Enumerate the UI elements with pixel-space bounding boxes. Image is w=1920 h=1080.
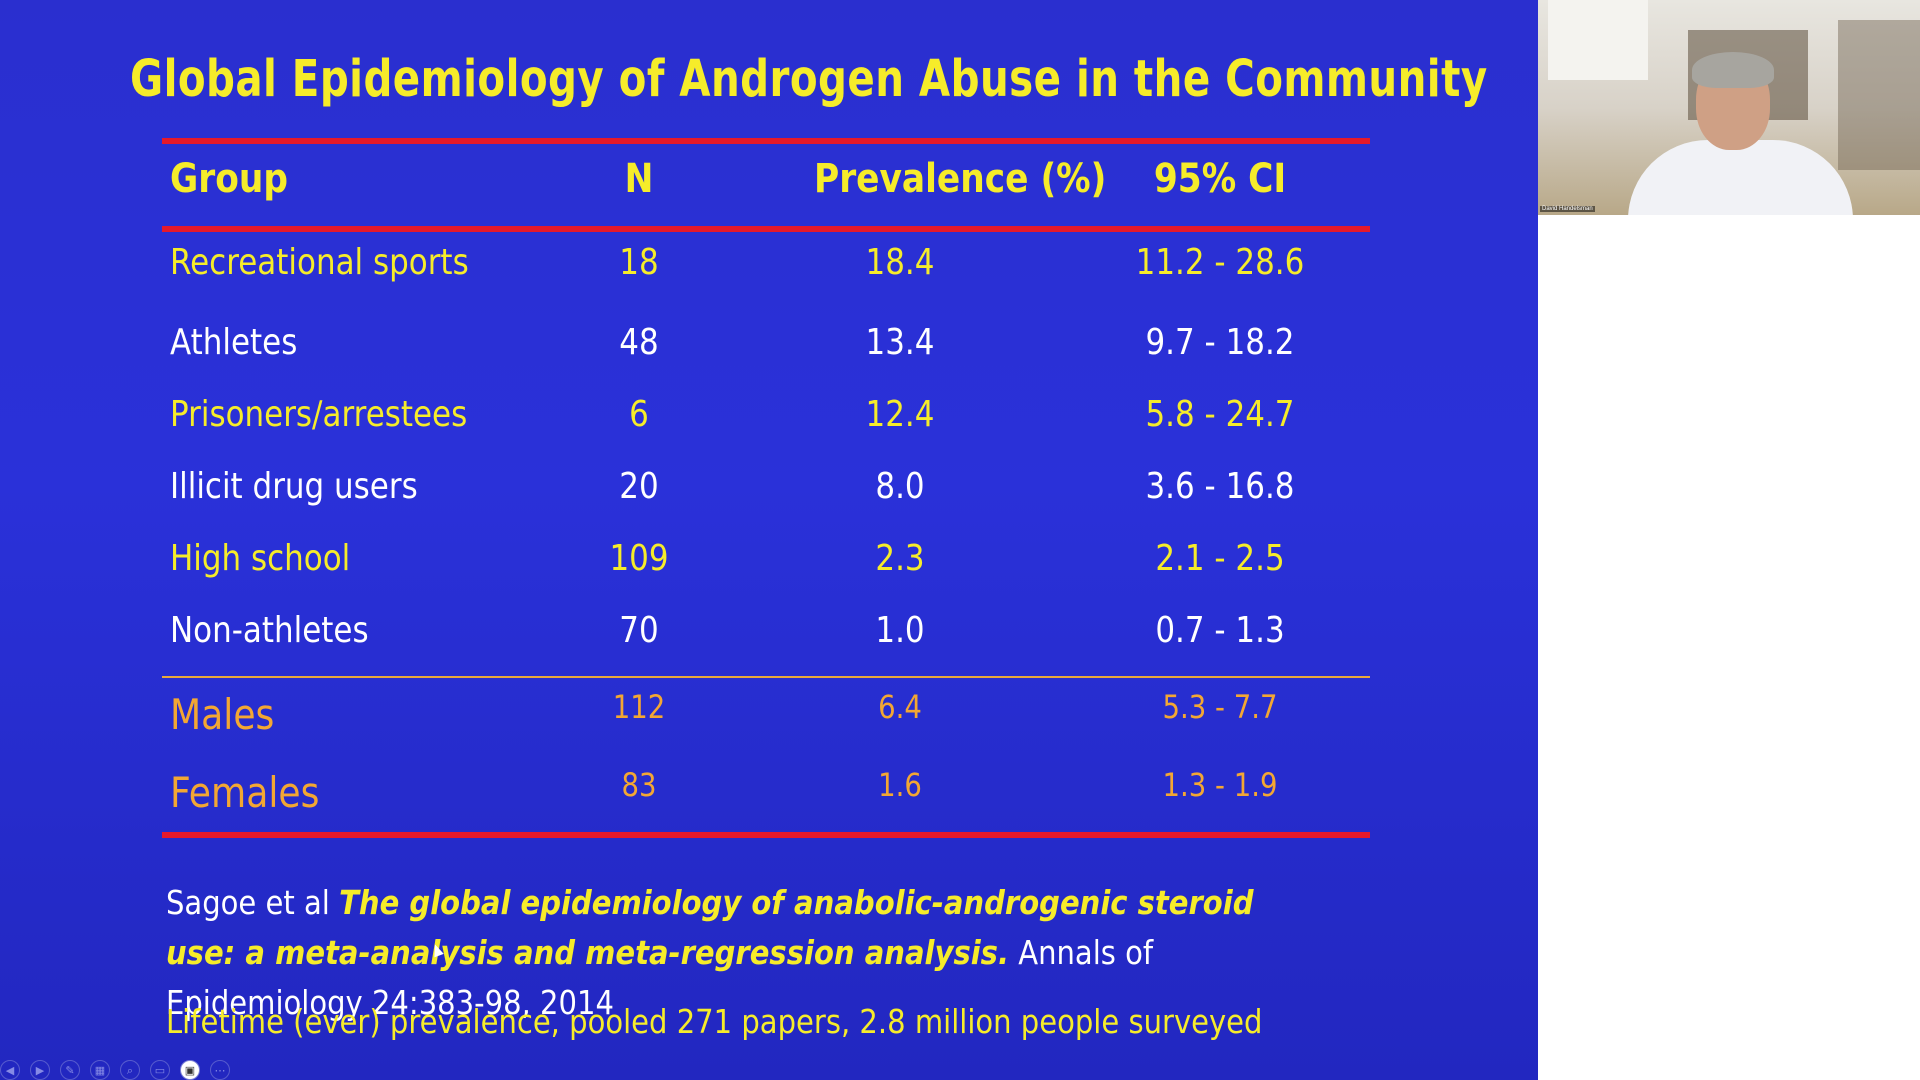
row-ci: 3.6 - 16.8 (1145, 466, 1295, 507)
row-n: 6 (629, 394, 649, 435)
speaker-name-label: David Handelsman (1540, 206, 1595, 212)
zoom-icon[interactable]: ⌕ (120, 1060, 140, 1080)
row-group: Illicit drug users (170, 466, 418, 507)
background-shelf (1838, 20, 1920, 170)
table-bottom-rule (162, 832, 1370, 838)
header-n: N (624, 156, 654, 202)
header-group: Group (170, 156, 288, 202)
summary-n: 112 (612, 688, 666, 726)
subtitles-icon[interactable]: ▭ (150, 1060, 170, 1080)
summary-n: 83 (621, 766, 657, 804)
webcam-video: David Handelsman (1538, 0, 1920, 215)
summary-group: Females (170, 768, 320, 817)
row-group: Recreational sports (170, 242, 469, 283)
prev-icon[interactable]: ◀ (0, 1060, 20, 1080)
row-ci: 11.2 - 28.6 (1135, 242, 1305, 283)
row-prevalence: 1.0 (875, 610, 925, 651)
slide-footnote: Lifetime (ever) prevalence, pooled 271 p… (166, 1002, 1263, 1041)
summary-ci: 1.3 - 1.9 (1162, 766, 1278, 804)
summary-group: Males (170, 690, 275, 739)
summary-ci: 5.3 - 7.7 (1162, 688, 1278, 726)
row-n: 18 (619, 242, 659, 283)
summary-prevalence: 6.4 (878, 688, 922, 726)
reference-authors: Sagoe et al (166, 883, 340, 922)
row-prevalence: 13.4 (865, 322, 935, 363)
background-window (1548, 0, 1648, 80)
row-n: 70 (619, 610, 659, 651)
reference-title: The global epidemiology of anabolic-andr… (166, 883, 1254, 972)
row-group: Prisoners/arrestees (170, 394, 468, 435)
row-ci: 0.7 - 1.3 (1155, 610, 1285, 651)
row-group: High school (170, 538, 351, 579)
header-ci: 95% CI (1153, 156, 1287, 202)
row-ci: 5.8 - 24.7 (1145, 394, 1295, 435)
slide-title: Global Epidemiology of Androgen Abuse in… (130, 50, 1488, 109)
row-n: 109 (609, 538, 669, 579)
presenter-view-icon[interactable]: ▣ (180, 1060, 200, 1080)
row-n: 48 (619, 322, 659, 363)
row-ci: 9.7 - 18.2 (1145, 322, 1295, 363)
row-ci: 2.1 - 2.5 (1155, 538, 1285, 579)
row-n: 20 (619, 466, 659, 507)
row-group: Non-athletes (170, 610, 369, 651)
row-prevalence: 18.4 (865, 242, 935, 283)
more-icon[interactable]: ⋯ (210, 1060, 230, 1080)
slideshow-controls: ◀ ▶ ✎ ▦ ⌕ ▭ ▣ ⋯ (0, 1060, 230, 1080)
speaker-hair (1692, 52, 1774, 88)
row-prevalence: 8.0 (875, 466, 925, 507)
header-prevalence: Prevalence (%) (814, 156, 1107, 202)
slides-icon[interactable]: ▦ (90, 1060, 110, 1080)
summary-prevalence: 1.6 (878, 766, 922, 804)
row-group: Athletes (170, 322, 298, 363)
summary-rule (162, 676, 1370, 678)
speaker-body (1628, 140, 1853, 215)
reference-journal: Annals of Epidemiology 24:383-98, 2014 (166, 933, 1154, 1022)
row-prevalence: 12.4 (865, 394, 935, 435)
header-rule (162, 226, 1370, 232)
pen-icon[interactable]: ✎ (60, 1060, 80, 1080)
table-top-rule (162, 138, 1370, 144)
reference-citation: Sagoe et al The global epidemiology of a… (166, 878, 1266, 1028)
play-icon[interactable]: ▶ (30, 1060, 50, 1080)
presentation-slide: Global Epidemiology of Androgen Abuse in… (0, 0, 1538, 1080)
row-prevalence: 2.3 (875, 538, 925, 579)
